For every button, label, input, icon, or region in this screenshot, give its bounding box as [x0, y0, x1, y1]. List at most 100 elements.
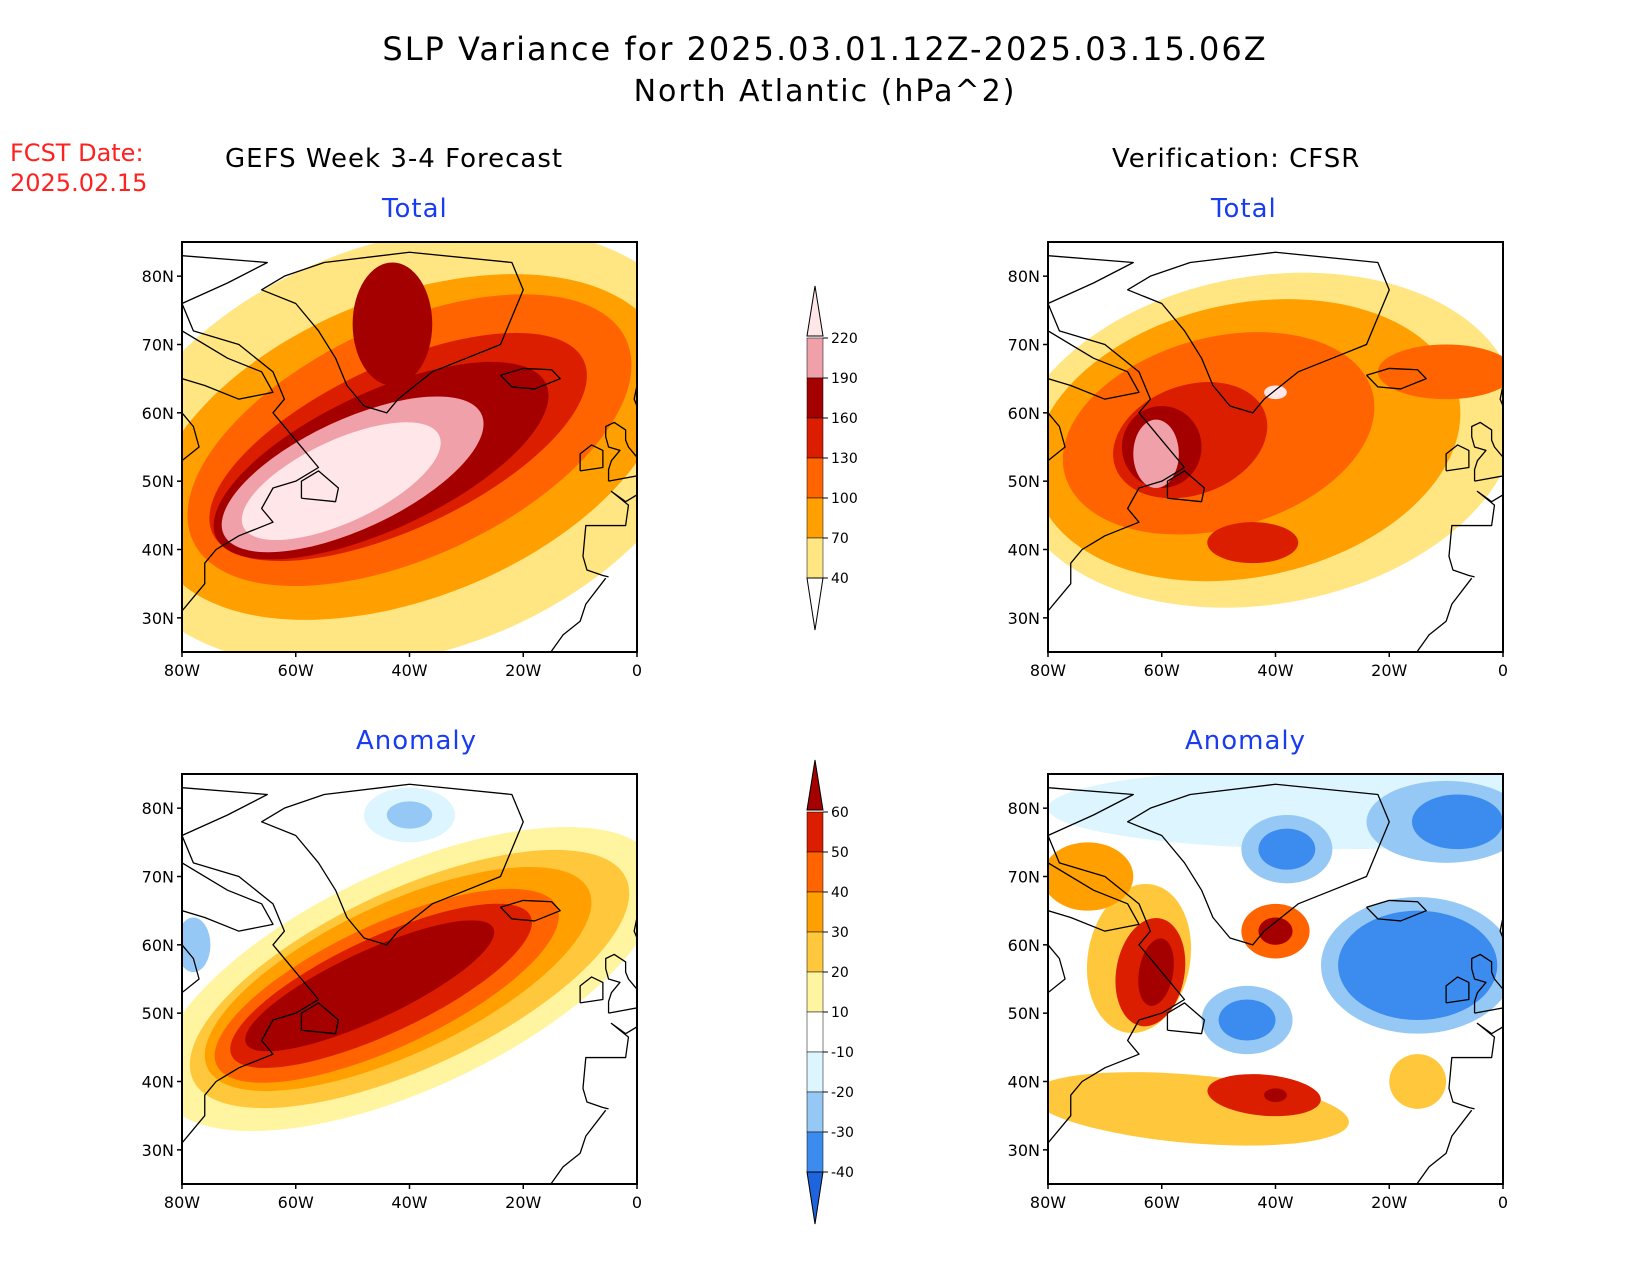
coastline-8	[1471, 953, 1503, 1014]
lat-tick-label: 50N	[142, 472, 174, 491]
coastline-5	[1048, 944, 1066, 994]
map-forecast-total: 80W 60W 40W 20W 0 30N 40N 50N 60N 70N 80N	[142, 241, 642, 680]
colorbar-arrow-bottom	[806, 1171, 824, 1225]
lat-tick-label: 60N	[142, 936, 174, 955]
colorbar-swatch	[806, 811, 824, 853]
coastline-5	[182, 412, 200, 462]
colorbar-arrow-top	[806, 759, 824, 811]
coastline-4	[300, 1002, 340, 1035]
coastline-8	[605, 421, 637, 482]
coastline-6	[1366, 899, 1427, 922]
contour-fill-15	[1258, 917, 1293, 945]
colorbar-label: 190	[831, 371, 858, 387]
coastline-8	[1471, 421, 1503, 482]
colorbar-label: 50	[831, 845, 849, 861]
colorbar-label: 20	[831, 965, 849, 981]
column-title-forecast: GEFS Week 3-4 Forecast	[225, 144, 564, 174]
colorbar-swatch	[806, 931, 824, 973]
coastline-10	[550, 1109, 607, 1184]
contour-fill-7	[1258, 828, 1316, 870]
lon-tick-label: 20W	[505, 661, 541, 680]
coastline-10	[550, 577, 607, 652]
colorbar-label: -40	[831, 1165, 854, 1181]
lat-tick-label: 40N	[142, 541, 174, 560]
subtitle-forecast-total: Total	[382, 194, 448, 224]
lat-tick-label: 40N	[1008, 1073, 1040, 1092]
lat-tick-label: 70N	[1008, 868, 1040, 887]
coastline-1	[260, 251, 524, 414]
contour-fill-6	[352, 262, 433, 386]
subtitle-forecast-anomaly: Anomaly	[356, 726, 478, 756]
coastline-5	[182, 944, 200, 994]
colorbar-arrow-top	[806, 285, 824, 337]
coastline-10	[1416, 577, 1473, 652]
lat-tick-label: 60N	[1008, 404, 1040, 423]
colorbar-label: -30	[831, 1125, 854, 1141]
colorbar-label: 160	[831, 411, 858, 427]
coastline-3	[1048, 330, 1140, 400]
coastline-9	[1448, 490, 1503, 578]
coastline-3	[182, 862, 274, 932]
coastline-6	[500, 899, 561, 922]
lat-tick-label: 30N	[1008, 1141, 1040, 1160]
colorbar-swatch	[806, 971, 824, 1013]
map-verification-total: 80W 60W 40W 20W 0 30N 40N 50N 60N 70N 80N	[1008, 241, 1508, 680]
lon-tick-label: 20W	[1371, 661, 1407, 680]
colorbar-anomaly: -40 -30 -20 -10 10 20 30 40 50 60	[806, 759, 854, 1225]
lon-tick-label: 40W	[391, 1193, 427, 1212]
lon-tick-label: 60W	[278, 661, 314, 680]
contour-fill-13	[1048, 842, 1134, 911]
column-title-verification: Verification: CFSR	[1112, 144, 1361, 174]
colorbar-label: 40	[831, 885, 849, 901]
lon-tick-label: 40W	[1257, 661, 1293, 680]
lon-tick-label: 40W	[391, 661, 427, 680]
coastline-5	[1048, 412, 1066, 462]
colorbar-label: 100	[831, 491, 858, 507]
colorbar-swatch	[806, 1131, 824, 1173]
colorbar-label: 220	[831, 331, 858, 347]
subtitle-verification-anomaly: Anomaly	[1185, 726, 1307, 756]
figure-subtitle: North Atlantic (hPa^2)	[633, 74, 1017, 109]
coastline-3	[1048, 862, 1140, 932]
contour-fill-18	[1264, 1088, 1287, 1102]
coastline-7	[1445, 444, 1470, 472]
coastline-1	[1126, 783, 1390, 946]
contour-fill-1	[1048, 774, 1503, 850]
contour-fill-6	[1207, 522, 1299, 564]
lat-tick-label: 70N	[142, 868, 174, 887]
subtitle-verification-total: Total	[1211, 194, 1277, 224]
lon-tick-label: 20W	[505, 1193, 541, 1212]
colorbar-swatch	[806, 1011, 824, 1053]
figure-title: SLP Variance for 2025.03.01.12Z-2025.03.…	[382, 30, 1268, 68]
contour-fill-9	[1264, 385, 1287, 400]
contour-fill-6	[245, 920, 495, 1052]
lon-tick-label: 80W	[164, 1193, 200, 1212]
lat-tick-label: 60N	[1008, 936, 1040, 955]
coastline-4	[300, 470, 340, 503]
lat-tick-label: 80N	[142, 267, 174, 286]
colorbar-label: 60	[831, 805, 849, 821]
lon-tick-label: 0	[1498, 1193, 1508, 1212]
forecast-date-value: 2025.02.15	[10, 169, 148, 197]
lat-tick-label: 50N	[142, 1004, 174, 1023]
colorbar-swatch	[806, 337, 824, 379]
coastline-6	[1366, 367, 1427, 390]
lat-tick-label: 70N	[1008, 336, 1040, 355]
colorbar-swatch	[806, 1051, 824, 1093]
contour-fill-4	[1377, 344, 1503, 400]
coastline-4	[1166, 1002, 1206, 1035]
contour-fill-8	[1133, 419, 1179, 488]
colorbar-swatch	[806, 891, 824, 933]
lon-tick-label: 80W	[164, 661, 200, 680]
colorbar-label: 130	[831, 451, 858, 467]
coastline-1	[1126, 251, 1390, 414]
coastline-1	[260, 783, 524, 946]
lat-tick-label: 40N	[1008, 541, 1040, 560]
coastline-2	[1048, 255, 1186, 646]
colorbar-label: 30	[831, 925, 849, 941]
map-verification-anomaly: 80W 60W 40W 20W 0 30N 40N 50N 60N 70N 80N	[1008, 773, 1508, 1212]
colorbar-label: 10	[831, 1005, 849, 1021]
colorbar-label: 40	[831, 571, 849, 587]
colorbar-swatch	[806, 537, 824, 579]
lat-tick-label: 30N	[142, 609, 174, 628]
